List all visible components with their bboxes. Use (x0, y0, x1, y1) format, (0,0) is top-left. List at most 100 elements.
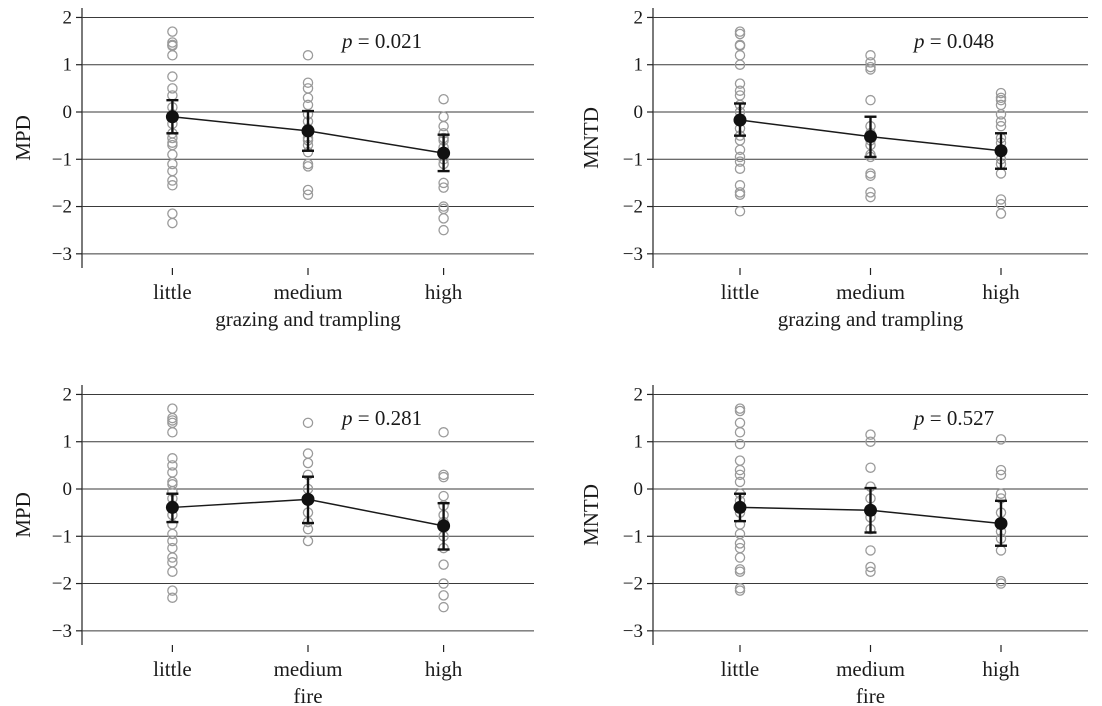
y-tick-label: 1 (63, 432, 73, 453)
data-point (167, 149, 178, 160)
x-tick-label: medium (836, 280, 905, 304)
data-point (734, 585, 746, 596)
data-point (302, 184, 314, 196)
data-point (734, 59, 746, 70)
x-axis-title: fire (856, 684, 885, 706)
y-tick-label: −3 (52, 244, 72, 265)
panel-2: −3 −2 −1 0 1 2 little medium high grazing and tra… (579, 7, 1088, 331)
data-point (167, 542, 178, 554)
data-point (438, 177, 449, 189)
y-axis-title: MPD (11, 115, 35, 161)
panel-1: −3 −2 −1 0 1 2 little medium high grazing and tra… (11, 7, 534, 331)
data-point (302, 92, 314, 104)
mean-point (301, 124, 315, 138)
data-point (995, 194, 1007, 205)
data-point (734, 206, 746, 217)
mean-point (301, 492, 315, 506)
mean-point (994, 144, 1008, 158)
y-tick-label: 2 (634, 384, 644, 405)
data-point (734, 156, 746, 167)
data-point (865, 187, 876, 198)
panel-4: −3 −2 −1 0 1 2 little medium high fire MNTD p = 0.5… (579, 384, 1088, 706)
y-tick-label: −3 (623, 621, 643, 642)
data-point (865, 545, 876, 556)
data-point (995, 434, 1007, 445)
y-tick-label: 1 (634, 432, 644, 453)
data-point (167, 165, 178, 177)
x-tick-label: little (153, 280, 192, 304)
data-point (865, 436, 876, 447)
data-point (995, 109, 1007, 120)
data-point (438, 120, 449, 132)
data-point (302, 448, 314, 459)
data-point (167, 585, 178, 596)
data-point (167, 90, 178, 101)
mean-point (437, 519, 451, 533)
y-tick-label: 1 (634, 55, 644, 76)
y-tick-label: −1 (52, 526, 72, 547)
data-point (865, 429, 876, 440)
data-point (734, 405, 746, 417)
data-point (865, 566, 876, 577)
data-point (167, 552, 178, 563)
p-value-annotation: p = 0.021 (340, 29, 422, 53)
mean-point (864, 503, 877, 517)
y-tick-label: −2 (623, 574, 643, 595)
x-axis-title: grazing and trampling (215, 307, 401, 331)
data-point (734, 417, 746, 429)
mean-point (733, 500, 747, 514)
data-point (438, 590, 449, 601)
data-point (995, 87, 1007, 99)
data-point (865, 191, 876, 203)
data-point (438, 578, 449, 589)
data-point (438, 224, 449, 236)
x-tick-label: high (982, 657, 1020, 681)
y-tick-label: 0 (634, 102, 644, 123)
data-point (167, 180, 178, 191)
data-point (302, 417, 314, 429)
x-tick-label: little (153, 657, 192, 681)
mean-point (165, 500, 179, 514)
p-value-annotation: p = 0.527 (912, 406, 994, 430)
data-point (995, 116, 1007, 127)
data-point (995, 208, 1007, 219)
y-axis-title: MNTD (579, 107, 603, 169)
data-point (865, 561, 876, 573)
data-point (438, 490, 449, 502)
mean-point (994, 517, 1008, 531)
data-point (167, 26, 178, 37)
data-point (865, 170, 876, 182)
data-point (734, 427, 746, 438)
p-value-annotation: p = 0.048 (912, 29, 994, 53)
data-point (865, 64, 876, 75)
data-point (438, 213, 449, 224)
data-point (734, 50, 746, 61)
x-tick-label: medium (274, 657, 343, 681)
data-point (734, 469, 746, 481)
data-point (865, 50, 876, 61)
data-point (995, 545, 1007, 556)
data-point (302, 189, 314, 200)
mean-point (864, 130, 877, 144)
data-point (734, 438, 746, 450)
data-point (734, 163, 746, 174)
data-point (438, 471, 449, 483)
data-point (995, 578, 1007, 589)
data-point (734, 455, 746, 466)
y-tick-label: 2 (63, 7, 73, 28)
x-axis-title: grazing and trampling (778, 307, 964, 331)
data-point (734, 78, 746, 89)
data-point (167, 158, 178, 170)
data-point (438, 559, 449, 570)
data-point (438, 182, 449, 193)
data-point (302, 77, 314, 88)
data-point (865, 94, 876, 106)
x-tick-label: little (721, 280, 760, 304)
data-point (167, 403, 178, 414)
x-tick-label: high (425, 657, 463, 681)
y-tick-label: −2 (52, 197, 72, 218)
y-tick-label: −2 (52, 574, 72, 595)
y-tick-label: −1 (623, 526, 643, 547)
data-point (438, 427, 449, 438)
